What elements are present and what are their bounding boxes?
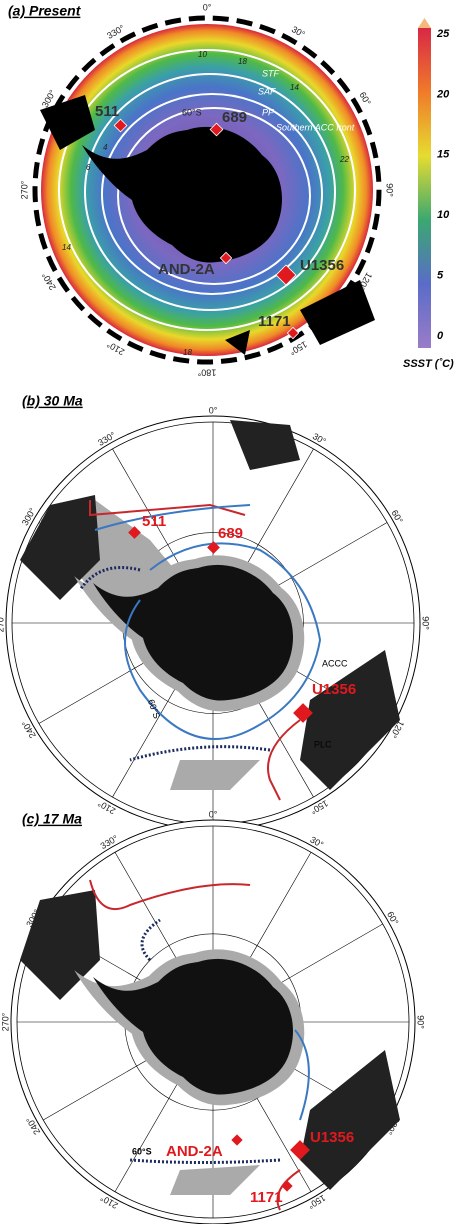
colorbar-label: SSST (˚C) <box>403 358 454 370</box>
current-arrow <box>140 918 161 962</box>
longitude-label: 90° <box>421 616 431 630</box>
colorbar-cap <box>418 18 431 28</box>
frame <box>32 15 382 365</box>
colorbar-tick-label: 10 <box>437 209 450 221</box>
site-marker <box>219 251 233 265</box>
current-arrow <box>78 566 141 591</box>
colorbar-tick-label: 25 <box>436 28 450 40</box>
colorbar-tick-label: 20 <box>436 88 450 100</box>
site-marker <box>275 264 297 286</box>
south-america <box>20 495 100 600</box>
colorbar-tick-label: 0 <box>437 330 444 342</box>
longitude-label: 270° <box>0 613 5 632</box>
longitude-label: 0° <box>203 2 212 12</box>
site-label: 689 <box>222 109 247 126</box>
contour-label: 18 <box>183 348 192 357</box>
contour-label: 10 <box>198 50 207 59</box>
current-arrow <box>276 1169 301 1211</box>
site-label: 511 <box>95 103 119 120</box>
latitude-label: 60°S <box>182 107 202 117</box>
south-america <box>40 95 95 150</box>
longitude-label: 240° <box>40 270 58 291</box>
australia <box>300 650 400 790</box>
site-marker <box>286 326 300 340</box>
colorbar-tick-label: 15 <box>437 149 450 161</box>
contour-label: 18 <box>238 57 247 66</box>
current-arrow <box>124 542 322 740</box>
contour-label: 14 <box>290 83 299 92</box>
site-marker <box>231 1134 243 1146</box>
current-arrow <box>94 504 251 531</box>
new-zealand <box>225 330 250 355</box>
site-marker <box>209 122 224 137</box>
panel-title: (c) 17 Ma <box>22 811 82 827</box>
current-arrow <box>294 1029 310 1121</box>
current-arrow <box>267 719 301 801</box>
panel-c: (c) 17 Ma 0°30°60°90°120°150°180°210°240… <box>0 809 426 1224</box>
colorbar: 25 20 15 10 5 0 SSST (˚C) <box>403 18 454 370</box>
current-label: PLC <box>314 739 332 749</box>
fronts <box>58 49 356 331</box>
site-label: 1171 <box>258 313 291 330</box>
site-label: 689 <box>218 525 243 542</box>
panel-title: (b) 30 Ma <box>22 393 83 409</box>
africa <box>230 420 300 470</box>
longitude-label: 210° <box>105 339 126 357</box>
site-label: AND-2A <box>158 261 215 278</box>
front-label: STF <box>262 68 280 78</box>
site-marker <box>293 703 313 723</box>
current-arrow <box>129 745 271 762</box>
site-label: U1356 <box>310 1129 354 1146</box>
longitude-label: 90° <box>416 1015 426 1029</box>
australia <box>300 280 375 345</box>
site-label: AND-2A <box>166 1143 223 1160</box>
site-label: 1171 <box>250 1189 283 1206</box>
current-arrow <box>129 1158 281 1164</box>
site-marker <box>113 118 128 133</box>
zealandia <box>170 1165 260 1195</box>
site-label: U1356 <box>300 257 344 274</box>
longitude-label: 270° <box>0 1012 10 1031</box>
contour-label: 22 <box>339 155 349 164</box>
latitude-label: 60°S <box>132 1146 152 1156</box>
current-label: ACCC <box>322 658 348 668</box>
front-label: SAF <box>258 86 276 96</box>
site-label: U1356 <box>312 681 356 698</box>
panel-title: (a) Present <box>8 3 82 19</box>
australia <box>300 1050 400 1190</box>
front-label: PF <box>262 107 274 117</box>
current-arrow <box>89 879 251 910</box>
panel-a: (a) Present 0°30°60°90°120°150°180°210°2… <box>8 2 395 377</box>
colorbar-scale <box>418 28 431 348</box>
longitude-label: 30° <box>290 24 307 40</box>
contour-label: 14 <box>62 243 71 252</box>
zealandia <box>170 760 260 790</box>
longitude-label: 180° <box>197 368 216 378</box>
longitude-label: 270° <box>19 180 29 199</box>
longitude-label: 0° <box>209 405 218 415</box>
panel-b: (b) 30 Ma 0°30°60°90°120°150°180°210°240… <box>0 393 431 841</box>
current-arrow <box>89 500 246 517</box>
contour-label: 6 <box>86 163 91 172</box>
site-label: 511 <box>142 513 166 530</box>
longitude-label: 90° <box>385 183 395 197</box>
front-label: Southern ACC front <box>276 122 355 132</box>
site-marker <box>290 1140 310 1160</box>
south-america <box>20 890 100 1000</box>
longitude-label: 60° <box>357 90 373 107</box>
contour-label: 4 <box>103 143 108 152</box>
longitude-label: 0° <box>209 809 218 819</box>
site-marker <box>281 1180 293 1192</box>
colorbar-tick-label: 5 <box>437 270 444 282</box>
